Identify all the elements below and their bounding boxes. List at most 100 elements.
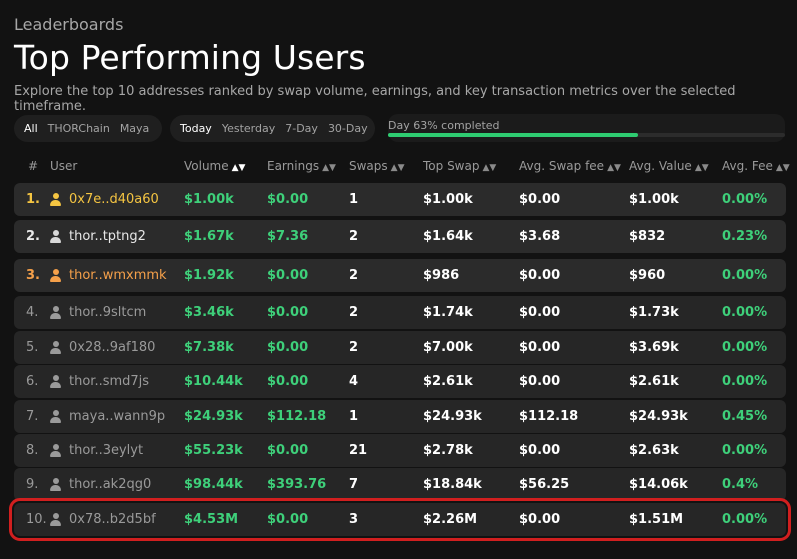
sort-icon: ▲▼	[482, 163, 497, 173]
user-icon	[50, 341, 61, 354]
volume-value: $98.44k	[184, 477, 243, 492]
volume-value: $1.92k	[184, 268, 234, 283]
user-address[interactable]: 0x78..b2d5bf	[69, 512, 156, 527]
user-icon	[50, 375, 61, 388]
user-address[interactable]: thor..tptng2	[69, 229, 146, 244]
column-rank: #	[28, 159, 39, 173]
user-address[interactable]: thor..wmxmmk	[69, 268, 167, 283]
table-row[interactable]: 3. thor..wmxmmk $1.92k $0.00 2 $986 $0.00 $960 0…	[14, 259, 786, 292]
time-filter-yesterday[interactable]: Yesterday	[221, 122, 276, 135]
rank-number: 6.	[26, 374, 39, 389]
avg-swap-fee-value: $3.68	[519, 229, 561, 244]
earnings-value: $0.00	[267, 305, 309, 320]
table-row[interactable]: 5. 0x28..9af180 $7.38k $0.00 2 $7.00k $0.00 $3.…	[14, 331, 786, 364]
column-swaps-label: Swaps	[349, 159, 388, 173]
avg-fee-value: 0.00%	[722, 268, 768, 283]
chain-filter-maya[interactable]: Maya	[119, 122, 150, 135]
time-filter-30-day[interactable]: 30-Day	[327, 122, 368, 135]
avg-swap-fee-value: $112.18	[519, 409, 579, 424]
user-address[interactable]: thor..3eylyt	[69, 443, 144, 458]
rank-number: 3.	[26, 268, 40, 283]
volume-value: $10.44k	[184, 374, 243, 389]
column-avg-fee[interactable]: Avg. Fee ▲▼	[722, 159, 790, 173]
sort-icon: ▲▼	[322, 163, 336, 173]
table-row[interactable]: 8. thor..3eylyt $55.23k $0.00 21 $2.78k $0.00 $…	[14, 434, 786, 467]
earnings-value: $393.76	[267, 477, 327, 492]
column-top-swap-label: Top Swap	[423, 159, 480, 173]
avg-swap-fee-value: $0.00	[519, 305, 561, 320]
earnings-value: $0.00	[267, 192, 309, 207]
swaps-value: 1	[349, 409, 359, 424]
avg-value-value: $1.51M	[629, 512, 684, 527]
earnings-value: $112.18	[267, 409, 327, 424]
volume-value: $4.53M	[184, 512, 239, 527]
table-row[interactable]: 10. 0x78..b2d5bf $4.53M $0.00 3 $2.26M $0.00 $1…	[9, 498, 791, 541]
sort-icon: ▲▼	[775, 163, 790, 173]
column-avg-value[interactable]: Avg. Value ▲▼	[629, 159, 709, 173]
time-filter: Today Yesterday 7-Day 30-Day	[170, 115, 375, 142]
table-row[interactable]: 1. 0x7e..d40a60 $1.00k $0.00 1 $1.00k $0.00 $1.…	[14, 183, 786, 216]
swaps-value: 2	[349, 305, 359, 320]
column-volume[interactable]: Volume ▲▼	[184, 159, 245, 173]
rank-number: 4.	[26, 305, 39, 320]
chain-filter: All THORChain Maya	[14, 115, 162, 142]
time-filter-today[interactable]: Today	[180, 122, 212, 135]
user-address[interactable]: thor..9sltcm	[69, 305, 147, 320]
sort-icon: ▲▼	[607, 163, 621, 173]
table-row[interactable]: 4. thor..9sltcm $3.46k $0.00 2 $1.74k $0.00 $1.…	[14, 296, 786, 329]
user-icon	[50, 478, 61, 491]
earnings-value: $0.00	[267, 340, 309, 355]
table-row[interactable]: 9. thor..ak2qg0 $98.44k $393.76 7 $18.84k $56.…	[14, 468, 786, 501]
section-eyebrow: Leaderboards	[14, 15, 124, 34]
chain-filter-all[interactable]: All	[24, 122, 38, 135]
avg-swap-fee-value: $0.00	[519, 512, 561, 527]
swaps-value: 2	[349, 268, 359, 283]
volume-value: $7.38k	[184, 340, 234, 355]
user-address[interactable]: thor..smd7js	[69, 374, 150, 389]
table-row[interactable]: 7. maya..wann9p $24.93k $112.18 1 $24.93k $112…	[14, 400, 786, 433]
top-swap-value: $18.84k	[423, 477, 482, 492]
avg-fee-value: 0.00%	[722, 512, 768, 527]
table-row[interactable]: 2. thor..tptng2 $1.67k $7.36 2 $1.64k $3.68 $83…	[14, 220, 786, 253]
avg-fee-value: 0.00%	[722, 374, 768, 389]
avg-value-value: $3.69k	[629, 340, 679, 355]
earnings-value: $0.00	[267, 374, 309, 389]
user-address[interactable]: 0x28..9af180	[69, 340, 156, 355]
avg-fee-value: 0.00%	[722, 305, 768, 320]
user-icon	[50, 513, 61, 526]
swaps-value: 21	[349, 443, 368, 458]
time-filter-7-day[interactable]: 7-Day	[285, 122, 318, 135]
chain-filter-thorchain[interactable]: THORChain	[47, 122, 110, 135]
column-top-swap[interactable]: Top Swap ▲▼	[423, 159, 496, 173]
rank-number: 10.	[26, 512, 47, 527]
column-avg-fee-label: Avg. Fee	[722, 159, 773, 173]
volume-value: $3.46k	[184, 305, 234, 320]
swaps-value: 2	[349, 229, 359, 244]
day-progress-fill	[388, 133, 639, 137]
user-icon	[50, 306, 61, 319]
user-icon	[50, 410, 61, 423]
avg-fee-value: 0.00%	[722, 192, 768, 207]
swaps-value: 7	[349, 477, 359, 492]
avg-fee-value: 0.00%	[722, 443, 768, 458]
table-row[interactable]: 6. thor..smd7js $10.44k $0.00 4 $2.61k $0.00 $2…	[14, 365, 786, 398]
user-address[interactable]: 0x7e..d40a60	[69, 192, 159, 207]
user-icon	[50, 230, 61, 243]
avg-swap-fee-value: $0.00	[519, 268, 561, 283]
user-address[interactable]: maya..wann9p	[69, 409, 166, 424]
user-icon	[50, 444, 61, 457]
avg-value-value: $14.06k	[629, 477, 688, 492]
user-address[interactable]: thor..ak2qg0	[69, 477, 152, 492]
column-earnings[interactable]: Earnings ▲▼	[267, 159, 336, 173]
table-header: # User Volume ▲▼ Earnings ▲▼ Swaps ▲▼ Top S…	[14, 156, 790, 176]
avg-fee-value: 0.00%	[722, 340, 768, 355]
earnings-value: $0.00	[267, 268, 309, 283]
column-avg-swap-fee[interactable]: Avg. Swap fee ▲▼	[519, 159, 621, 173]
avg-value-value: $1.00k	[629, 192, 679, 207]
swaps-value: 3	[349, 512, 359, 527]
top-swap-value: $1.64k	[423, 229, 473, 244]
column-swaps[interactable]: Swaps ▲▼	[349, 159, 405, 173]
rank-number: 9.	[26, 477, 39, 492]
column-user: User	[50, 159, 78, 173]
